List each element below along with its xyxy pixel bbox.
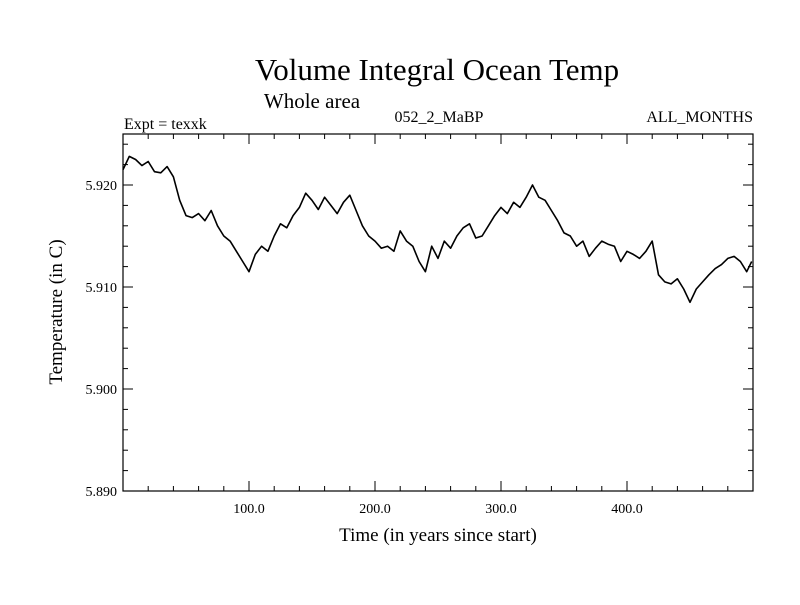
- axis-ticks: 100.0 200.0 300.0 400.0 5.890 5.900 5.910 5.920: [86, 134, 753, 517]
- x-axis-label: Time (in years since start): [339, 525, 537, 546]
- x-tick-label: 200.0: [359, 502, 391, 517]
- x-tick-label: 400.0: [611, 502, 643, 517]
- y-tick-label: 5.920: [86, 179, 118, 194]
- x-tick-label: 100.0: [233, 502, 265, 517]
- y-tick-label: 5.890: [86, 485, 118, 500]
- plot-frame: [122, 133, 754, 492]
- experiment-label: Expt = texxk: [124, 116, 207, 133]
- series-layer: [122, 155, 753, 304]
- y-tick-label: 5.900: [86, 383, 118, 398]
- months-label: ALL_MONTHS: [646, 109, 753, 126]
- run-id-label: 052_2_MaBP: [395, 109, 484, 126]
- chart-subtitle: Whole area: [264, 89, 361, 113]
- temperature-series-line: [122, 155, 753, 304]
- y-axis-label: Temperature (in C): [46, 239, 67, 384]
- chart-title: Volume Integral Ocean Temp: [255, 52, 619, 87]
- y-tick-label: 5.910: [86, 281, 118, 296]
- x-tick-label: 300.0: [485, 502, 517, 517]
